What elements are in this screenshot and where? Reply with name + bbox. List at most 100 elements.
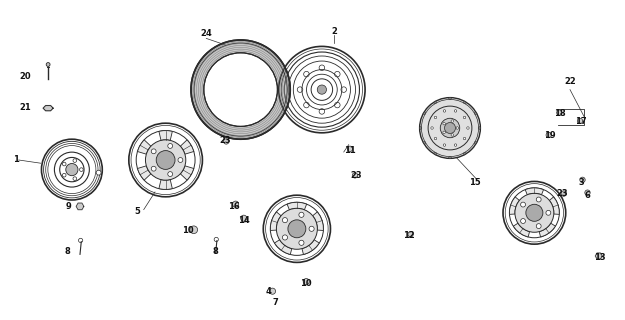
- Circle shape: [73, 159, 77, 163]
- Circle shape: [440, 118, 460, 138]
- Polygon shape: [549, 197, 559, 214]
- Circle shape: [168, 144, 172, 148]
- Circle shape: [449, 97, 451, 100]
- Circle shape: [190, 226, 198, 234]
- Circle shape: [309, 226, 314, 231]
- Circle shape: [434, 101, 436, 104]
- Circle shape: [434, 116, 437, 119]
- Circle shape: [546, 132, 551, 138]
- Circle shape: [561, 191, 566, 196]
- Text: 13: 13: [594, 253, 606, 262]
- Circle shape: [62, 162, 66, 166]
- Polygon shape: [271, 212, 281, 230]
- Text: 16: 16: [229, 202, 240, 211]
- Circle shape: [557, 110, 562, 115]
- Circle shape: [431, 127, 433, 129]
- Circle shape: [66, 164, 78, 176]
- Circle shape: [334, 102, 340, 108]
- Circle shape: [178, 157, 183, 163]
- Circle shape: [348, 146, 352, 151]
- Text: 8: 8: [213, 247, 219, 256]
- Text: 19: 19: [544, 132, 556, 140]
- Circle shape: [303, 278, 309, 285]
- Polygon shape: [76, 203, 84, 210]
- Circle shape: [318, 85, 326, 94]
- Text: 24: 24: [201, 29, 212, 38]
- Circle shape: [73, 177, 77, 180]
- Circle shape: [352, 173, 357, 178]
- Circle shape: [419, 127, 422, 129]
- Circle shape: [423, 112, 426, 115]
- Circle shape: [451, 134, 454, 136]
- Circle shape: [454, 144, 457, 146]
- Polygon shape: [181, 166, 194, 180]
- Polygon shape: [181, 140, 194, 154]
- Circle shape: [443, 123, 446, 125]
- Circle shape: [62, 173, 66, 177]
- Text: 12: 12: [404, 231, 415, 240]
- Polygon shape: [274, 240, 292, 254]
- Circle shape: [464, 152, 466, 155]
- Text: 17: 17: [576, 117, 587, 126]
- Circle shape: [423, 141, 426, 144]
- Polygon shape: [312, 212, 323, 230]
- Circle shape: [408, 232, 413, 237]
- Circle shape: [521, 219, 526, 223]
- Text: 9: 9: [66, 202, 72, 211]
- Polygon shape: [539, 223, 556, 237]
- Polygon shape: [43, 106, 53, 111]
- Circle shape: [288, 220, 306, 238]
- Circle shape: [96, 170, 101, 175]
- Text: 7: 7: [272, 298, 278, 307]
- Circle shape: [449, 156, 451, 159]
- Polygon shape: [159, 131, 172, 140]
- Text: 15: 15: [469, 178, 481, 187]
- Circle shape: [319, 109, 324, 114]
- Circle shape: [474, 112, 477, 115]
- Circle shape: [456, 127, 459, 129]
- Circle shape: [299, 212, 304, 217]
- Circle shape: [536, 224, 541, 228]
- Polygon shape: [595, 253, 602, 259]
- Circle shape: [536, 197, 541, 202]
- Polygon shape: [302, 240, 319, 254]
- Circle shape: [585, 190, 590, 195]
- Circle shape: [580, 177, 585, 182]
- Text: 10: 10: [182, 226, 193, 235]
- Text: 11: 11: [344, 146, 356, 155]
- Text: 23: 23: [219, 136, 231, 145]
- Circle shape: [464, 101, 466, 104]
- Circle shape: [156, 151, 175, 169]
- Polygon shape: [138, 140, 151, 154]
- Circle shape: [451, 120, 454, 122]
- Text: 23: 23: [351, 172, 362, 180]
- Circle shape: [299, 240, 304, 245]
- Text: 10: 10: [301, 279, 312, 288]
- Text: 2: 2: [331, 28, 338, 36]
- Circle shape: [168, 172, 172, 176]
- Circle shape: [282, 218, 288, 223]
- Circle shape: [546, 210, 551, 215]
- Circle shape: [515, 193, 554, 232]
- Circle shape: [443, 110, 446, 112]
- Circle shape: [319, 65, 324, 70]
- Circle shape: [463, 137, 466, 140]
- Polygon shape: [287, 202, 307, 210]
- Circle shape: [304, 102, 309, 108]
- Circle shape: [467, 127, 469, 129]
- Circle shape: [334, 71, 340, 77]
- Polygon shape: [513, 223, 529, 237]
- Circle shape: [298, 87, 302, 92]
- Circle shape: [151, 149, 156, 154]
- Circle shape: [46, 63, 50, 67]
- Circle shape: [79, 168, 83, 172]
- Circle shape: [521, 202, 526, 207]
- Circle shape: [304, 71, 309, 77]
- Circle shape: [419, 98, 481, 158]
- Circle shape: [232, 201, 239, 207]
- Circle shape: [474, 141, 477, 144]
- Circle shape: [224, 139, 229, 144]
- Text: 22: 22: [564, 77, 576, 86]
- Text: 14: 14: [238, 216, 249, 225]
- Circle shape: [443, 144, 446, 146]
